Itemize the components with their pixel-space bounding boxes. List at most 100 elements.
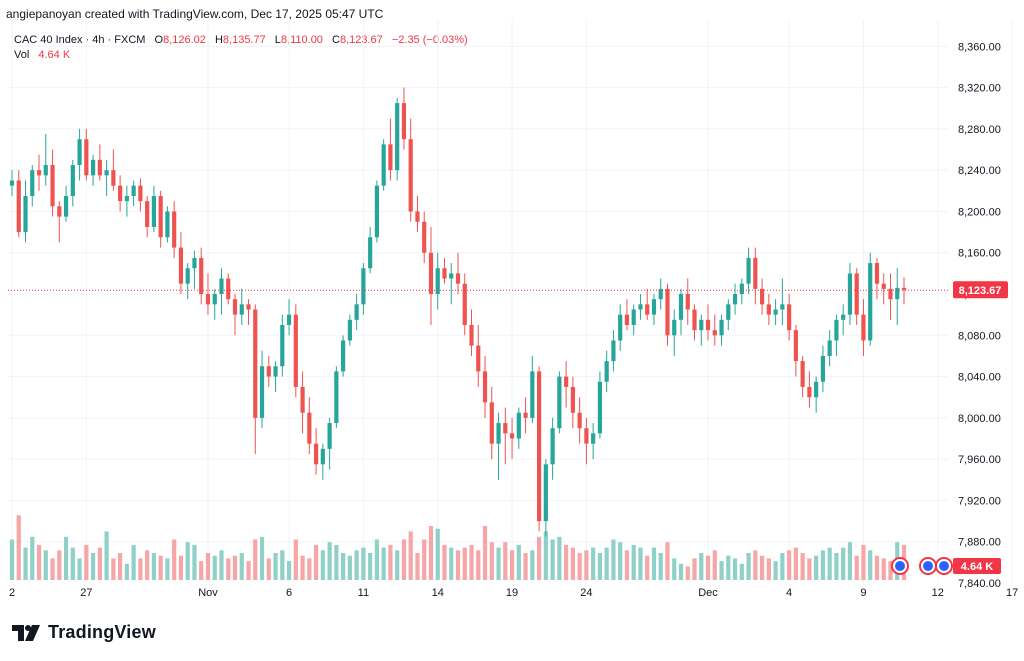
volume-label[interactable]: Vol [14,49,30,61]
volume-bar [368,553,373,580]
volume-bar [847,542,853,580]
candle-body [449,273,454,279]
candle [780,278,785,325]
candle-body [705,319,711,331]
candle-body [678,294,684,320]
candle [307,397,312,454]
candle-body [685,294,690,310]
volume-bar [63,536,69,580]
candle-body [874,263,880,284]
candle-body [84,139,89,176]
candle-body [753,257,758,289]
candle [63,185,69,222]
volume-bar [759,555,765,580]
candle [841,304,846,336]
symbol-label[interactable]: CAC 40 Index · 4h · FXCM [14,34,146,46]
volume-bar [570,547,575,580]
candle [9,170,15,196]
volume-bar [354,550,359,580]
price-axis: 8,360.00 8,320.00 8,280.00 8,240.00 8,200.00… [958,41,1001,590]
y-tick-label: 8,240.00 [958,165,1001,177]
candle [868,252,873,346]
volume-bar [151,553,157,580]
candle [482,355,488,418]
candle [138,178,143,212]
candle-body [118,185,123,202]
candle-body [145,201,150,227]
volume-bar [253,539,258,580]
event-icon [935,557,953,575]
candle [320,443,325,480]
close-label: C [332,34,340,46]
candle [638,294,643,320]
candle [564,361,569,408]
volume-bar [226,558,231,580]
y-tick-label: 8,160.00 [958,248,1001,260]
volume-bar [692,558,697,580]
candle [172,201,177,258]
candle [442,257,447,284]
candle [124,185,129,217]
candle [543,459,548,537]
candle-body [97,159,102,176]
candle [536,366,542,532]
volume-bar [57,550,62,580]
tradingview-logo[interactable]: TradingView [12,622,156,643]
candle [665,283,670,346]
candle [401,87,407,150]
candle [631,304,636,336]
candle-body [516,412,521,439]
candle-body [219,278,224,295]
candle-body [50,165,55,207]
candle [388,118,393,181]
candle-body [63,195,69,217]
volume-bar [36,544,42,580]
x-tick-label: 4 [786,587,792,599]
volume-bar [327,542,332,580]
candle [773,299,778,325]
candle [395,97,400,181]
candle [462,273,467,336]
event-icon [891,557,909,575]
candle [327,417,332,470]
volume-bar [564,544,569,580]
candle-body [341,340,346,372]
candle [361,263,366,315]
candle-body [57,206,62,217]
volume-bar [381,547,386,580]
volume-bar [199,561,204,580]
volume-bar [577,553,582,580]
volume-bar [597,553,603,580]
x-tick-label: 11 [358,587,369,599]
candle-body [9,180,15,186]
byline: angiepanoyan created with TradingView.co… [6,7,384,21]
candle-body [699,319,704,331]
y-tick-label: 7,840.00 [958,578,1001,590]
volume-bar [131,544,136,580]
candle [205,273,211,315]
volume-bar [841,547,846,580]
volume-bar [638,547,643,580]
volume-bar [530,550,535,580]
y-tick-label: 8,080.00 [958,330,1001,342]
candle [449,263,454,305]
volume-bar [307,558,312,580]
candle-body [658,288,663,300]
candle [259,350,265,429]
candle-body [645,304,650,315]
volume-bar [482,526,488,580]
candle [895,268,900,325]
volume-bar [536,536,542,580]
volume-bar [273,553,278,580]
candle-body [530,371,535,418]
volume-bar [111,558,116,580]
candle-body [739,283,744,295]
candle-body [131,185,136,196]
candle-body [692,309,697,331]
volume-bar [300,555,305,580]
volume-bar [97,547,102,580]
candle [118,175,123,212]
volume-bar [854,555,859,580]
candle [523,397,528,434]
